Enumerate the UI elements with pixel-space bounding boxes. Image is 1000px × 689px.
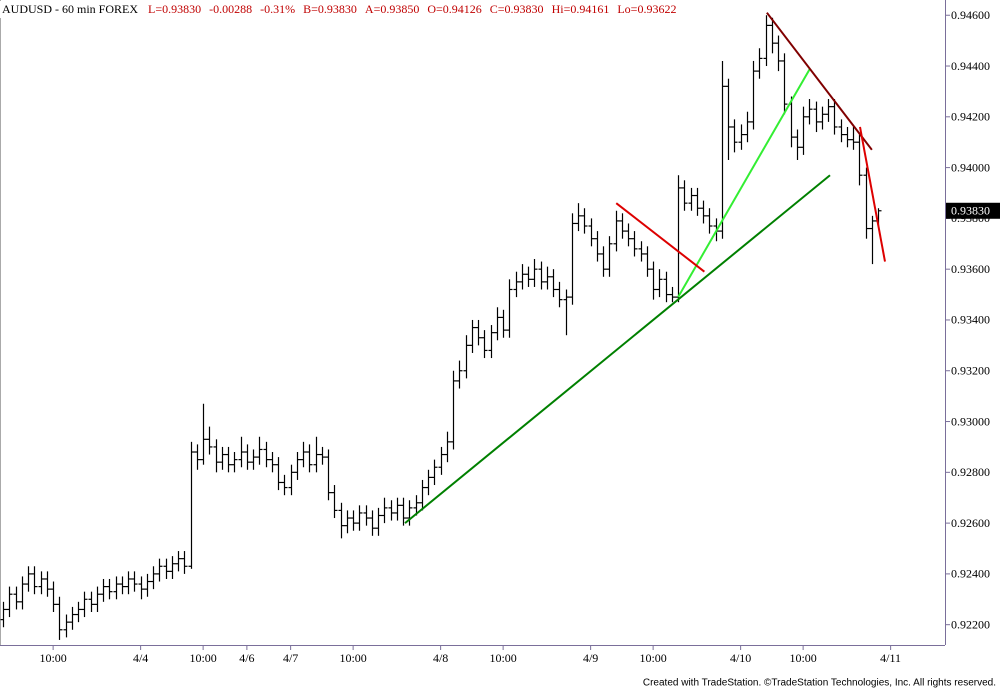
y-tick-label: 0.94000 xyxy=(951,160,990,174)
header-item: C=0.93830 xyxy=(490,2,544,16)
header-bg xyxy=(0,1,612,18)
x-tick-label: 10:00 xyxy=(489,651,516,665)
x-tick-label: 4/4 xyxy=(133,651,148,665)
y-tick-label: 0.92200 xyxy=(951,617,990,631)
trend-line xyxy=(859,126,886,262)
x-tick-label: 10:00 xyxy=(189,651,216,665)
y-tick-label: 0.92600 xyxy=(951,516,990,530)
header-item: AUDUSD - 60 min FOREX xyxy=(2,2,138,16)
x-tick-label: 4/10 xyxy=(730,651,751,665)
header-item: O=0.94126 xyxy=(427,2,481,16)
y-tick-label: 0.92400 xyxy=(951,567,990,581)
y-tick-label: 0.94600 xyxy=(951,8,990,22)
header-item: B=0.93830 xyxy=(303,2,357,16)
y-tick-label: 0.93400 xyxy=(951,313,990,327)
header-item: L=0.93830 xyxy=(148,2,201,16)
y-tick-label: 0.94200 xyxy=(951,110,990,124)
footer: Created with TradeStation. ©TradeStation… xyxy=(643,678,996,689)
trend-line xyxy=(766,12,873,151)
x-tick-label: 4/7 xyxy=(283,651,298,665)
x-tick-label: 10:00 xyxy=(39,651,66,665)
x-tick-label: 4/11 xyxy=(880,651,901,665)
trend-line xyxy=(677,68,811,298)
header-item: Hi=0.94161 xyxy=(552,2,610,16)
header-item: A=0.93850 xyxy=(365,2,419,16)
x-tick-label: 4/9 xyxy=(583,651,598,665)
y-tick-label: 0.94400 xyxy=(951,59,990,73)
x-tick-label: 10:00 xyxy=(339,651,366,665)
header-item: -0.31% xyxy=(260,2,295,16)
last-price-box xyxy=(946,202,1000,219)
trend-line xyxy=(404,174,831,524)
header-item: -0.00288 xyxy=(209,2,252,16)
last-price-label: 0.93830 xyxy=(951,204,990,218)
header: AUDUSD - 60 min FOREX L=0.93830 -0.00288 -0… xyxy=(0,1,676,18)
y-tick-label: 0.92800 xyxy=(951,465,990,479)
x-tick-label: 10:00 xyxy=(639,651,666,665)
header-item: Lo=0.93622 xyxy=(617,2,676,16)
y-tick-label: 0.93000 xyxy=(951,414,990,428)
x-tick-label: 4/6 xyxy=(239,651,254,665)
x-tick-label: 4/8 xyxy=(433,651,448,665)
trend-line xyxy=(615,202,705,273)
y-tick-label: 0.93200 xyxy=(951,363,990,377)
x-tick-label: 10:00 xyxy=(789,651,816,665)
y-tick-label: 0.93600 xyxy=(951,262,990,276)
